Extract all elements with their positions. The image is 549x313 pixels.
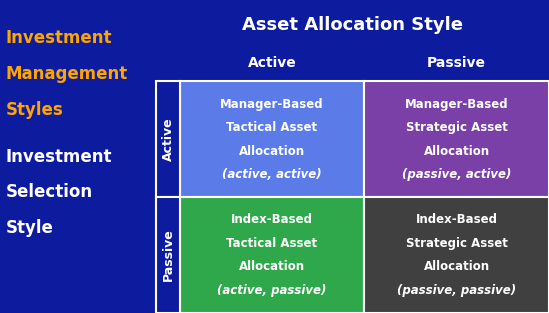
Text: Style: Style: [5, 219, 53, 238]
Bar: [156, 197, 180, 313]
Text: Active: Active: [248, 56, 296, 69]
Text: Manager-Based: Manager-Based: [220, 98, 324, 110]
Text: Passive: Passive: [161, 229, 175, 281]
Text: Allocation: Allocation: [424, 260, 490, 273]
Text: Asset Allocation Style: Asset Allocation Style: [242, 16, 463, 34]
Text: Allocation: Allocation: [424, 145, 490, 157]
Text: Investment: Investment: [5, 28, 112, 47]
Text: (passive, active): (passive, active): [402, 168, 511, 181]
Bar: [365, 197, 549, 313]
Text: Manager-Based: Manager-Based: [405, 98, 508, 110]
Text: Management: Management: [5, 64, 128, 83]
Text: (passive, passive): (passive, passive): [397, 284, 516, 297]
Text: Styles: Styles: [5, 100, 63, 119]
Text: (active, passive): (active, passive): [217, 284, 327, 297]
Bar: [156, 81, 180, 197]
Text: Active: Active: [161, 117, 175, 161]
Text: Allocation: Allocation: [239, 260, 305, 273]
Bar: [180, 197, 364, 313]
Text: Tactical Asset: Tactical Asset: [226, 121, 317, 134]
Text: Index-Based: Index-Based: [231, 213, 313, 226]
Text: Strategic Asset: Strategic Asset: [406, 237, 508, 250]
Text: Tactical Asset: Tactical Asset: [226, 237, 317, 250]
Bar: [180, 81, 364, 197]
Text: Strategic Asset: Strategic Asset: [406, 121, 508, 134]
Text: Index-Based: Index-Based: [416, 213, 497, 226]
Text: Allocation: Allocation: [239, 145, 305, 157]
Text: Investment: Investment: [5, 147, 112, 166]
Text: Selection: Selection: [5, 183, 93, 202]
Text: Passive: Passive: [427, 56, 486, 69]
Text: (active, active): (active, active): [222, 168, 322, 181]
Bar: [365, 81, 549, 197]
